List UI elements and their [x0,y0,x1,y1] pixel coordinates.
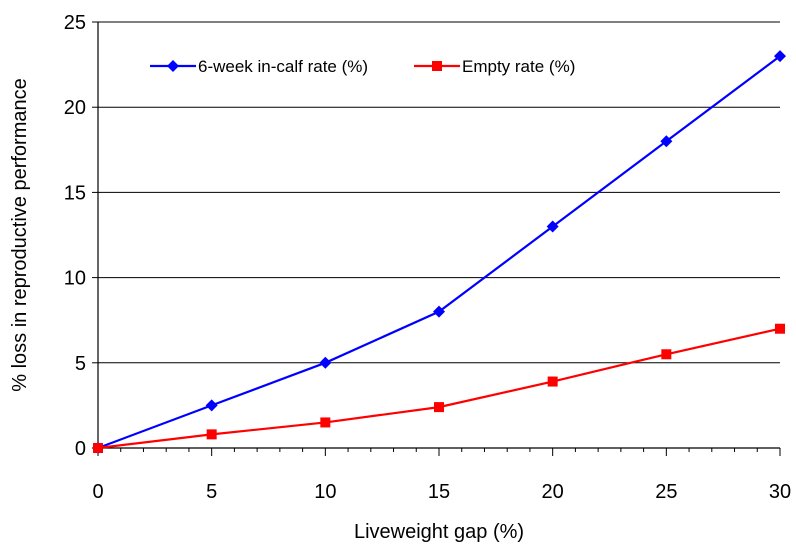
x-tick-label: 30 [769,481,791,503]
x-axis-title: Liveweight gap (%) [354,521,524,543]
y-tick-label: 15 [64,182,86,204]
series-line [97,327,781,450]
y-axis-title: % loss in reproductive performance [9,78,31,391]
y-tick-label: 0 [75,438,86,460]
x-tick-label: 25 [655,481,677,503]
data-point [205,399,218,412]
data-series [92,50,786,454]
data-point [775,323,785,334]
axes [97,22,780,449]
data-point [206,429,217,440]
series-in-calf-rate [92,50,786,454]
y-tick-label: 5 [75,353,86,375]
legend-label: 6-week in-calf rate (%) [198,57,368,76]
series-empty-rate [93,323,785,453]
legend-marker [432,61,442,71]
data-point [661,349,672,360]
legend: 6-week in-calf rate (%) Empty rate (%) [150,57,575,76]
data-point [546,220,559,233]
x-tick-label: 0 [92,481,103,503]
legend-entry: Empty rate (%) [414,57,575,76]
y-tick-label: 25 [64,12,86,34]
data-point [93,443,103,453]
data-point [319,356,332,369]
x-tick-labels: 0 5 10 15 20 25 30 [92,481,791,503]
x-tick-label: 15 [428,481,450,503]
x-tick-label: 20 [542,481,564,503]
gridlines [98,21,780,364]
data-point [660,135,673,148]
data-point [547,376,558,387]
data-point [433,305,445,318]
series-line [97,55,781,450]
data-point [320,417,331,428]
legend-marker [167,60,179,72]
tick-marks [92,21,781,456]
y-tick-labels: 0 5 10 15 20 25 [64,12,86,460]
x-tick-label: 5 [206,481,217,503]
data-point [434,402,444,413]
legend-entry: 6-week in-calf rate (%) [150,57,368,76]
data-point [774,50,786,63]
x-tick-label: 10 [314,481,336,503]
y-tick-label: 20 [64,97,86,119]
legend-label: Empty rate (%) [462,57,575,76]
y-tick-label: 10 [64,268,86,290]
